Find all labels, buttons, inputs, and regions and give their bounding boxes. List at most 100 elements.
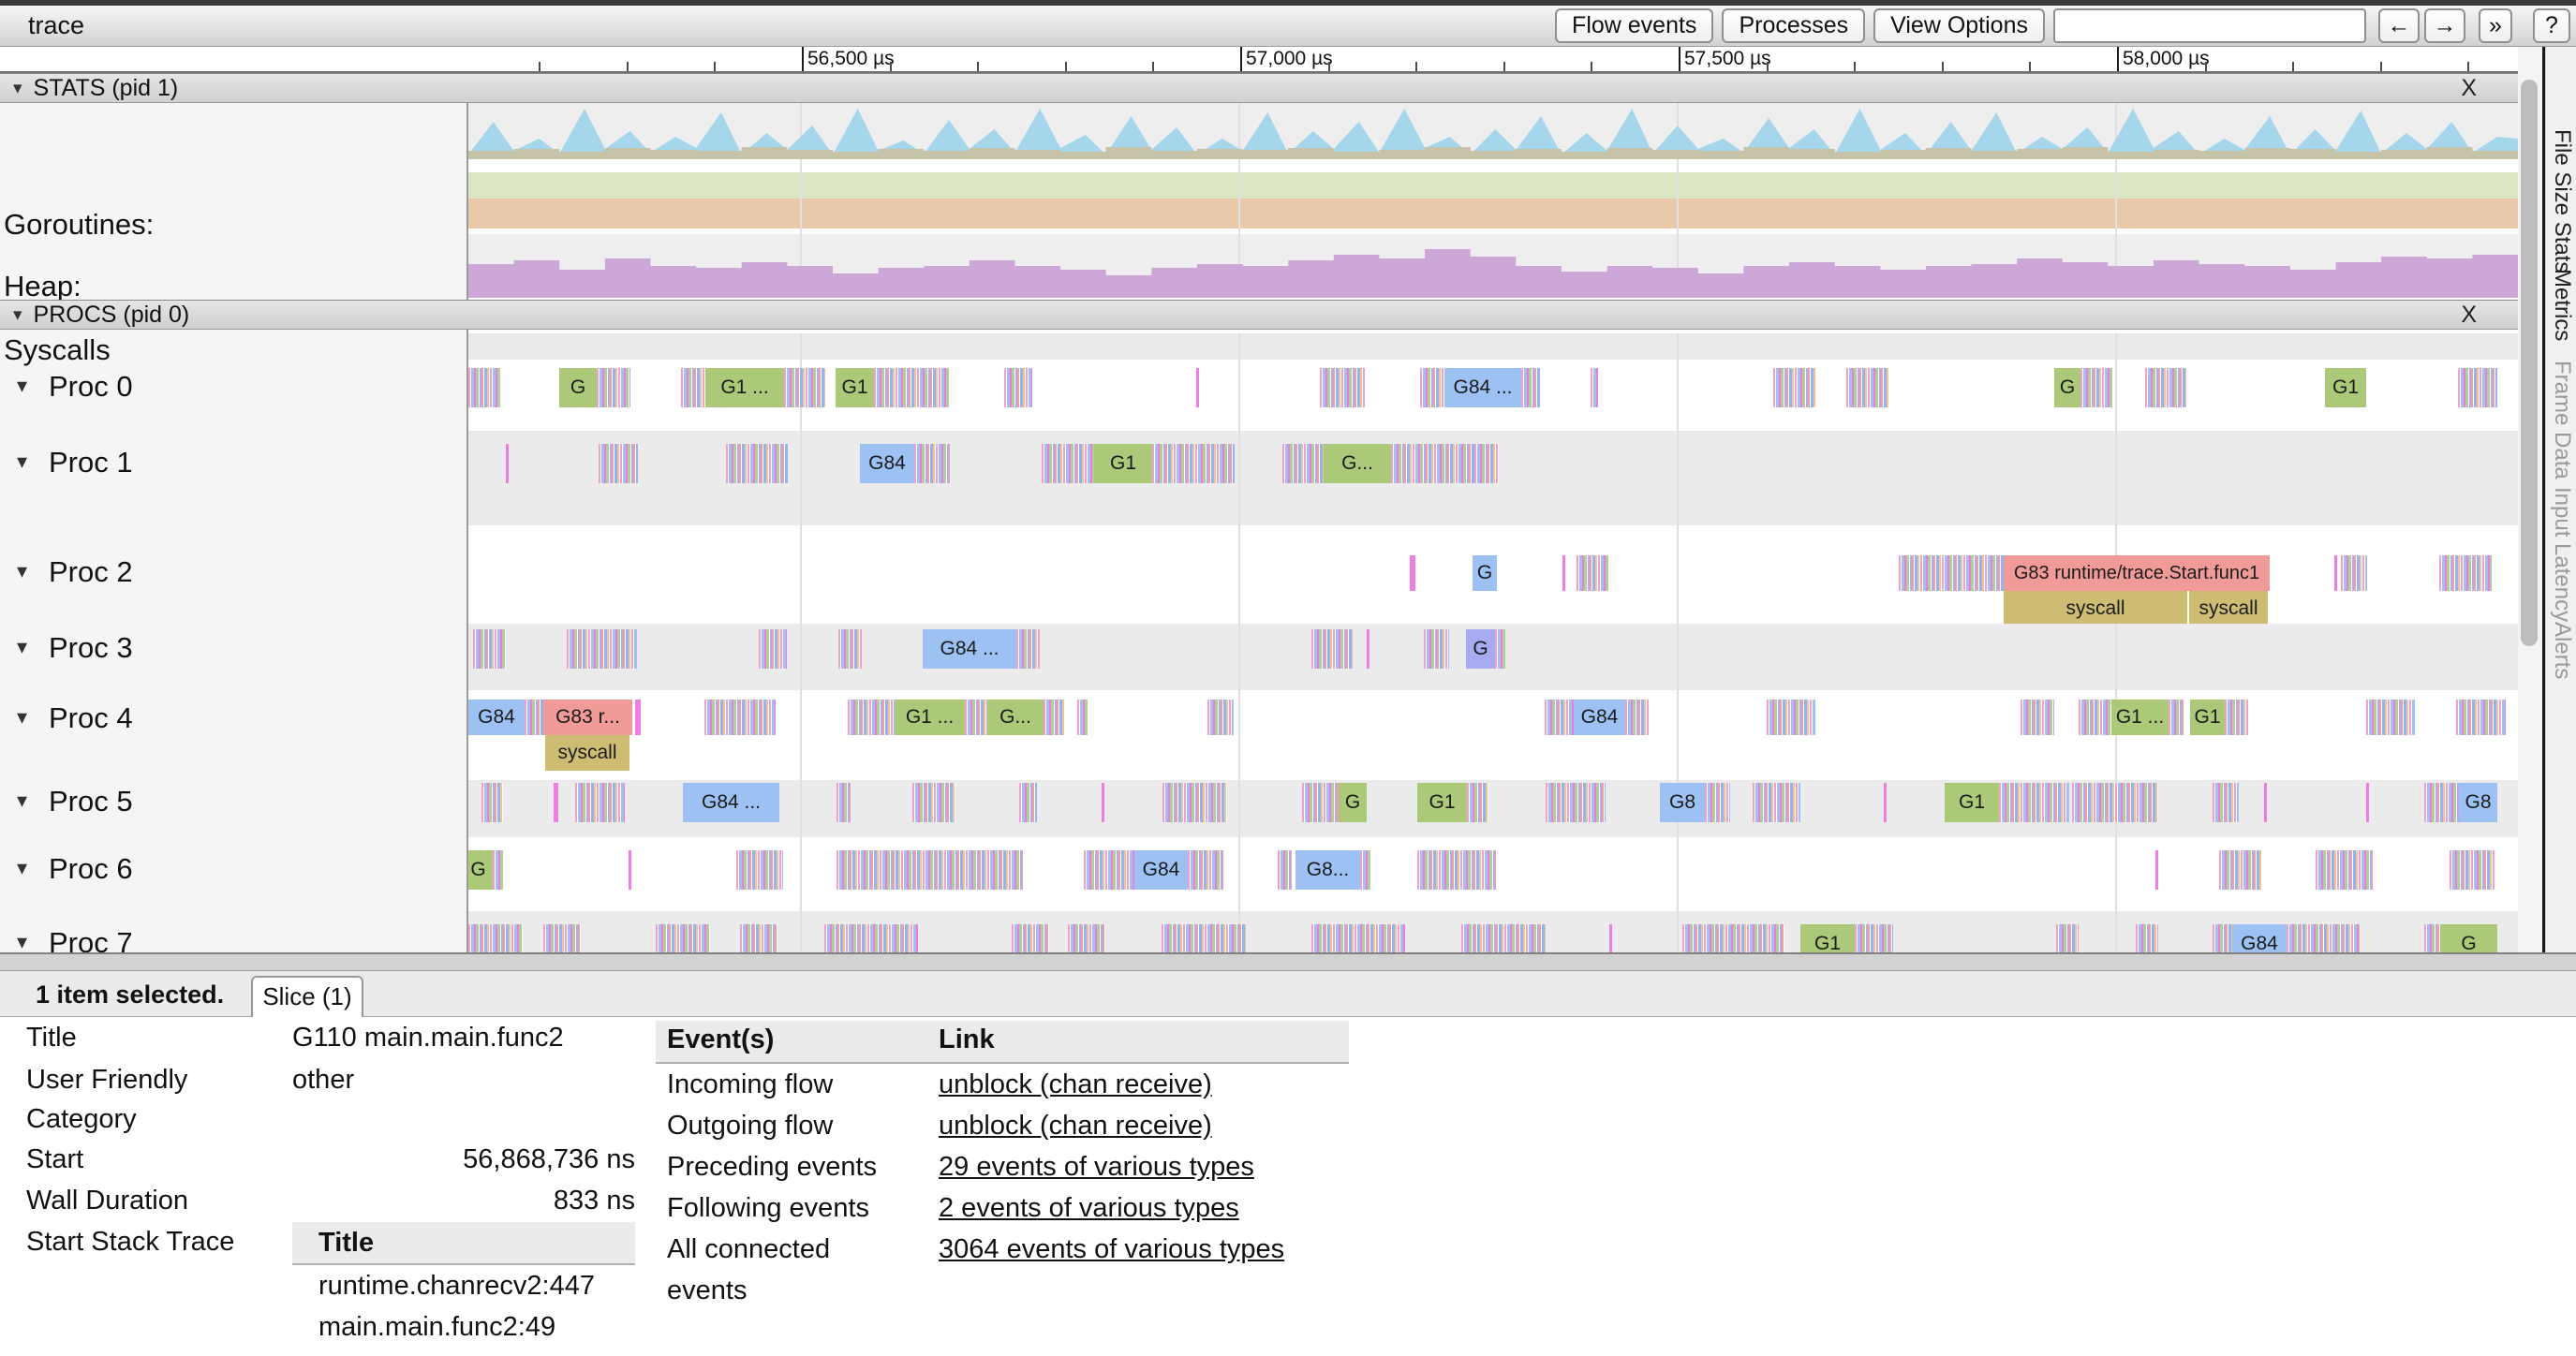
trace-slice[interactable] [1753,783,1800,822]
trace-slice[interactable] [759,629,787,669]
trace-slice[interactable] [2079,700,2111,735]
trace-slice[interactable] [726,444,788,483]
collapse-triangle-icon[interactable]: ▾ [17,789,28,812]
trace-slice[interactable]: G... [1324,444,1391,483]
trace-slice[interactable] [1562,555,1565,591]
trace-slice[interactable] [2316,850,2373,890]
trace-slice[interactable] [1004,368,1032,407]
trace-slice[interactable]: G [2440,924,2497,952]
trace-slice[interactable] [597,368,630,407]
trace-slice[interactable] [1152,444,1235,483]
trace-slice[interactable] [2341,555,2367,591]
trace-slice[interactable]: G1 ... [705,368,784,407]
trace-slice[interactable] [2458,368,2497,407]
trace-slice[interactable] [2439,555,2492,591]
trace-slice[interactable] [2366,700,2415,735]
trace-slice[interactable] [1773,368,1815,407]
trace-slice[interactable] [1577,555,1608,591]
threads-chart[interactable] [468,234,2518,298]
collapse-triangle-icon[interactable]: ▾ [17,930,28,953]
trace-slice[interactable] [1899,555,2004,591]
trace-slice[interactable]: G1 ... [895,700,965,735]
trace-slice[interactable] [481,783,503,822]
trace-slice[interactable] [1012,924,1049,952]
collapse-triangle-icon[interactable]: ▾ [17,635,28,658]
trace-slice[interactable] [575,783,625,822]
trace-slice[interactable] [656,924,710,952]
trace-slice[interactable] [874,368,949,407]
trace-slice[interactable]: G [1466,629,1495,669]
trace-slice[interactable] [1207,700,1234,735]
proc-track[interactable]: G1 G84 G [468,911,2518,952]
trace-slice[interactable] [1884,783,1887,822]
trace-slice[interactable] [2155,850,2158,890]
trace-slice[interactable] [1461,924,1546,952]
trace-slice[interactable] [1188,850,1223,890]
event-link[interactable]: 29 events of various types [939,1152,1254,1182]
trace-slice[interactable]: G1 [1945,783,1999,822]
trace-slice[interactable] [599,444,638,483]
trace-slice[interactable]: G1 [1417,783,1467,822]
trace-slice[interactable] [473,629,506,669]
trace-slice[interactable] [2424,924,2440,952]
trace-slice[interactable]: G1 [2190,700,2225,735]
event-link[interactable]: unblock (chan receive) [939,1069,1212,1099]
trace-slice[interactable] [965,700,987,735]
trace-slice[interactable] [2219,850,2261,890]
proc-track[interactable]: G84 ... G [468,624,2518,690]
procs-section-header[interactable]: ▾ PROCS (pid 0) X [0,300,2520,330]
tab-slice[interactable]: Slice (1) [251,976,363,1017]
trace-slice[interactable] [1467,783,1488,822]
heap-allocated-band[interactable] [468,172,2518,199]
event-link[interactable]: 2 events of various types [939,1193,1239,1223]
side-tab-metrics[interactable]: Metrics [2550,269,2575,342]
trace-slice[interactable] [1424,629,1449,669]
trace-slice[interactable] [1302,783,1339,822]
heap-nextgc-band[interactable] [468,199,2518,228]
trace-slice[interactable] [567,629,637,669]
side-tab-frame-data[interactable]: Frame Data [2550,361,2575,479]
trace-slice[interactable] [1016,629,1040,669]
syscalls-track[interactable] [468,333,2518,360]
view-options-button[interactable]: View Options [1873,8,2045,43]
trace-slice[interactable]: G84 ... [923,629,1016,669]
collapse-triangle-icon[interactable]: ▾ [17,705,28,729]
trace-slice[interactable]: G1 [836,368,874,407]
trace-slice[interactable] [2021,700,2054,735]
trace-slice[interactable] [2213,924,2232,952]
trace-slice[interactable]: G84 [1134,850,1188,890]
trace-slice[interactable] [629,850,631,890]
proc-track[interactable]: G G84 G8... [468,837,2518,911]
trace-slice[interactable] [2169,700,2184,735]
trace-slice[interactable]: G84 ... [1444,368,1521,407]
proc-track[interactable]: G84 ... G G1 G8 G1 G8 [468,780,2518,837]
trace-slice[interactable] [914,444,950,483]
trace-slice[interactable]: G... [987,700,1044,735]
trace-slice[interactable] [1420,368,1444,407]
collapse-triangle-icon[interactable]: ▾ [17,856,28,879]
collapse-triangle-icon[interactable]: ▾ [17,450,28,473]
trace-slice[interactable] [1367,629,1369,669]
trace-slice[interactable] [1311,629,1353,669]
scrollbar-thumb[interactable] [2521,80,2538,646]
trace-slice[interactable]: G84 [2232,924,2287,952]
trace-slice[interactable] [1278,850,1292,890]
close-icon[interactable]: X [2461,301,2477,328]
collapse-triangle-icon[interactable]: ▾ [17,559,28,582]
trace-slice[interactable] [1474,444,1499,483]
collapse-triangle-icon[interactable]: ▾ [13,78,22,98]
search-input[interactable] [2053,8,2366,43]
trace-slice[interactable] [1705,783,1730,822]
back-arrow-button[interactable]: ← [2378,8,2420,43]
trace-slice[interactable] [1855,924,1893,952]
trace-slice[interactable] [1311,924,1405,952]
trace-slice[interactable] [1410,555,1415,591]
trace-slice[interactable] [1682,924,1784,952]
side-tab-alerts[interactable]: Alerts [2550,622,2575,680]
trace-slice[interactable]: G [1339,783,1367,822]
trace-slice[interactable] [525,700,543,735]
trace-slice[interactable] [681,368,705,407]
trace-slice[interactable] [2213,783,2239,822]
trace-slice[interactable] [1391,444,1475,483]
trace-slice[interactable]: G [468,850,493,890]
